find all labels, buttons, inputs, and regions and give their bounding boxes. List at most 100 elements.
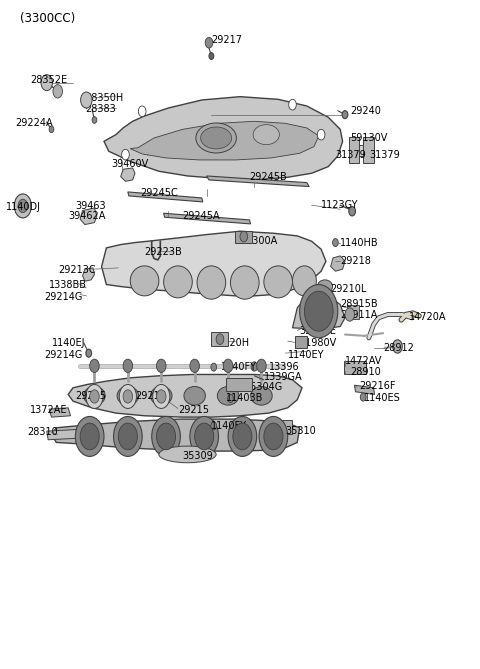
- Polygon shape: [102, 231, 326, 296]
- Circle shape: [345, 308, 355, 321]
- Text: 29218: 29218: [340, 256, 371, 266]
- Circle shape: [349, 207, 356, 216]
- Circle shape: [90, 390, 99, 403]
- Polygon shape: [206, 176, 309, 187]
- Circle shape: [223, 359, 233, 373]
- Polygon shape: [292, 294, 345, 329]
- Circle shape: [360, 393, 366, 401]
- Circle shape: [240, 231, 248, 242]
- Text: 28910: 28910: [350, 367, 381, 377]
- Circle shape: [288, 99, 296, 110]
- Bar: [349, 136, 360, 163]
- Circle shape: [156, 390, 166, 403]
- Text: 39463: 39463: [75, 201, 106, 211]
- Text: 11403B: 11403B: [226, 393, 263, 403]
- Circle shape: [81, 92, 92, 108]
- Ellipse shape: [184, 387, 205, 405]
- Text: 1140ES: 1140ES: [364, 393, 401, 403]
- Text: 39620H: 39620H: [211, 338, 250, 348]
- Ellipse shape: [264, 266, 292, 298]
- Circle shape: [333, 239, 338, 247]
- Ellipse shape: [117, 387, 139, 405]
- Polygon shape: [331, 256, 345, 271]
- Text: 91980V: 91980V: [300, 338, 337, 348]
- Polygon shape: [80, 208, 97, 225]
- Polygon shape: [104, 96, 343, 180]
- Circle shape: [251, 362, 258, 371]
- Polygon shape: [51, 419, 300, 451]
- Polygon shape: [164, 213, 251, 224]
- Bar: [363, 136, 373, 163]
- Text: 35310: 35310: [285, 426, 316, 436]
- Circle shape: [14, 194, 32, 218]
- Circle shape: [300, 284, 338, 338]
- Text: 1140HB: 1140HB: [340, 237, 379, 248]
- Bar: [226, 378, 252, 391]
- Text: 28310: 28310: [28, 427, 59, 438]
- Bar: [295, 336, 307, 348]
- Text: 28912: 28912: [383, 343, 414, 353]
- Circle shape: [75, 416, 104, 456]
- Text: 31379: 31379: [336, 151, 366, 161]
- Circle shape: [118, 423, 137, 450]
- Polygon shape: [68, 375, 302, 417]
- Polygon shape: [83, 268, 95, 281]
- Circle shape: [211, 421, 216, 429]
- Circle shape: [86, 385, 103, 409]
- Text: 39462A: 39462A: [68, 211, 106, 221]
- Ellipse shape: [317, 280, 333, 293]
- Text: 35100E: 35100E: [300, 326, 336, 335]
- Polygon shape: [49, 408, 71, 417]
- Ellipse shape: [292, 266, 316, 296]
- Ellipse shape: [164, 266, 192, 298]
- Ellipse shape: [151, 387, 172, 405]
- Bar: [347, 305, 359, 318]
- Text: 29245A: 29245A: [183, 211, 220, 221]
- Bar: [271, 419, 292, 434]
- Ellipse shape: [201, 127, 232, 149]
- Circle shape: [317, 129, 325, 140]
- Ellipse shape: [130, 266, 159, 296]
- Text: 28350H: 28350H: [85, 93, 123, 103]
- Ellipse shape: [251, 387, 272, 405]
- Text: 28915B: 28915B: [340, 299, 378, 309]
- Circle shape: [393, 340, 402, 353]
- Text: 31379: 31379: [369, 151, 399, 161]
- Text: 1123GY: 1123GY: [321, 200, 359, 210]
- Text: 39300A: 39300A: [240, 236, 277, 246]
- Polygon shape: [130, 121, 319, 160]
- Polygon shape: [128, 192, 203, 202]
- Circle shape: [228, 395, 233, 403]
- Ellipse shape: [196, 123, 237, 153]
- Polygon shape: [350, 145, 372, 156]
- Text: 1372AE: 1372AE: [30, 405, 68, 415]
- Circle shape: [86, 349, 92, 357]
- Polygon shape: [355, 385, 374, 395]
- Text: 29214G: 29214G: [44, 350, 83, 360]
- Circle shape: [123, 390, 132, 403]
- Text: 39460V: 39460V: [111, 159, 148, 169]
- Text: 28352E: 28352E: [30, 75, 67, 85]
- Text: 29215: 29215: [75, 391, 107, 401]
- Circle shape: [156, 423, 176, 450]
- Circle shape: [257, 359, 266, 373]
- Circle shape: [153, 385, 170, 409]
- Text: 29224A: 29224A: [16, 118, 53, 128]
- Circle shape: [228, 416, 257, 456]
- Ellipse shape: [253, 124, 279, 145]
- Ellipse shape: [217, 387, 239, 405]
- Ellipse shape: [159, 446, 216, 463]
- Circle shape: [211, 363, 216, 371]
- Circle shape: [264, 423, 283, 450]
- Text: 1339GA: 1339GA: [264, 372, 302, 382]
- Text: 29245B: 29245B: [250, 173, 288, 182]
- Polygon shape: [47, 429, 86, 440]
- Text: 28911A: 28911A: [340, 310, 378, 320]
- Text: 1140EJ: 1140EJ: [51, 338, 85, 348]
- Circle shape: [92, 116, 97, 123]
- Circle shape: [205, 37, 213, 48]
- Circle shape: [152, 416, 180, 456]
- Circle shape: [123, 359, 132, 373]
- Text: 29214G: 29214G: [44, 292, 83, 302]
- Text: 1140FY: 1140FY: [211, 421, 247, 432]
